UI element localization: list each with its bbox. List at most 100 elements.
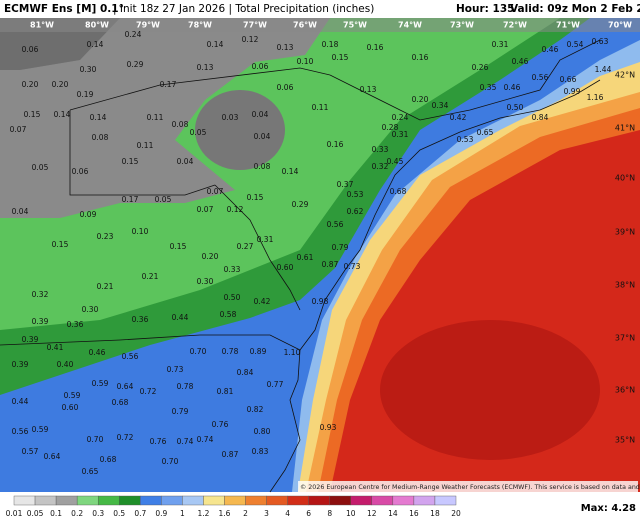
field-darkred <box>380 320 600 460</box>
scale-box <box>34 495 57 506</box>
precip-value: 0.42 <box>450 113 467 122</box>
precip-value: 0.24 <box>392 113 409 122</box>
precip-value: 0.16 <box>412 53 429 62</box>
scale-label: 10 <box>346 509 356 518</box>
scale-box <box>413 495 436 506</box>
precip-value: 0.65 <box>82 467 99 476</box>
precip-value: 0.45 <box>387 157 404 166</box>
scale-box <box>13 495 36 506</box>
precip-value: 1.44 <box>595 65 612 74</box>
precip-value: 0.77 <box>267 380 284 389</box>
scale-label: 8 <box>327 509 332 518</box>
precip-value: 0.76 <box>212 420 229 429</box>
precip-value: 0.37 <box>337 180 354 189</box>
scale-box <box>224 495 246 506</box>
scale-label: 20 <box>451 509 461 518</box>
precip-value: 0.46 <box>89 348 106 357</box>
precip-value: 0.20 <box>22 80 39 89</box>
precip-value: 0.39 <box>22 335 39 344</box>
scale-label: 12 <box>367 509 377 518</box>
scale-label: 4 <box>285 509 290 518</box>
header-info: | Init 18z 27 Jan 2026 | Total Precipita… <box>113 3 374 15</box>
scale-box <box>245 495 267 506</box>
precip-value: 0.79 <box>172 407 189 416</box>
coastline <box>269 349 301 493</box>
precip-value: 0.80 <box>254 427 271 436</box>
precip-value: 0.35 <box>480 83 497 92</box>
lat-label: 37°N <box>615 334 635 343</box>
precip-value: 0.93 <box>320 423 337 432</box>
precip-value: 0.68 <box>112 398 129 407</box>
precip-value: 0.08 <box>92 133 109 142</box>
precip-value: 0.39 <box>32 317 49 326</box>
precip-value: 0.12 <box>227 205 244 214</box>
precip-field <box>0 18 640 492</box>
precip-value: 0.64 <box>117 382 134 391</box>
scale-box <box>287 495 309 506</box>
precip-value: 0.20 <box>412 95 429 104</box>
lon-label: 80°W <box>85 21 109 30</box>
scale-box <box>119 495 141 506</box>
lon-label: 74°W <box>398 21 422 30</box>
precip-value: 0.42 <box>254 297 271 306</box>
precip-value: 0.06 <box>277 83 294 92</box>
precip-value: 0.59 <box>32 425 49 434</box>
precip-value: 0.56 <box>327 220 344 229</box>
precip-value: 0.06 <box>72 167 89 176</box>
precip-value: 0.98 <box>312 297 329 306</box>
precip-value: 0.74 <box>197 435 214 444</box>
precip-value: 0.46 <box>512 57 529 66</box>
precip-value: 0.28 <box>382 123 399 132</box>
precip-value: 0.15 <box>247 193 264 202</box>
precip-value: 0.19 <box>77 90 94 99</box>
scale-label: 1 <box>180 509 185 518</box>
precip-value: 0.06 <box>252 62 269 71</box>
scale-box <box>308 495 330 506</box>
precip-value: 0.78 <box>222 347 239 356</box>
precip-value: 0.13 <box>197 63 214 72</box>
lon-label: 79°W <box>136 21 160 30</box>
borders <box>0 39 601 493</box>
precip-value: 0.31 <box>392 130 409 139</box>
scale-label: 2 <box>243 509 248 518</box>
precip-value: 0.64 <box>44 452 61 461</box>
precip-value: 0.68 <box>390 187 407 196</box>
precip-value: 0.16 <box>367 43 384 52</box>
precip-value: 0.07 <box>207 187 224 196</box>
precip-value: 0.33 <box>224 265 241 274</box>
precip-value: 0.15 <box>52 240 69 249</box>
precip-value: 0.72 <box>117 433 134 442</box>
precip-value: 0.16 <box>327 140 344 149</box>
precip-value: 0.05 <box>155 195 172 204</box>
labels: 81°W 80°W 79°W 78°W 77°W 76°W 75°W 74°W 73°W 72°W… <box>6 21 635 519</box>
precip-value: 0.58 <box>220 310 237 319</box>
lon-label: 72°W <box>503 21 527 30</box>
precip-value: 0.09 <box>80 210 97 219</box>
precip-value: 0.40 <box>57 360 74 369</box>
copyright: © 2026 European Centre for Medium-Range … <box>300 483 640 491</box>
scale-box <box>434 495 457 506</box>
precip-value: 0.03 <box>222 113 239 122</box>
precip-value: 0.62 <box>347 207 364 216</box>
precip-value: 0.14 <box>282 167 299 176</box>
lon-label: 78°W <box>188 21 212 30</box>
precip-value: 0.21 <box>97 282 114 291</box>
coastline <box>299 79 601 351</box>
precip-value: 0.84 <box>532 113 549 122</box>
precip-value: 0.11 <box>137 141 154 150</box>
precip-value: 0.08 <box>254 162 271 171</box>
precip-value: 0.20 <box>52 80 69 89</box>
lat-label: 42°N <box>615 71 635 80</box>
precip-value: 0.53 <box>347 190 364 199</box>
lon-label: 76°W <box>293 21 317 30</box>
copyright-bg <box>298 481 638 492</box>
precip-value: 0.20 <box>202 252 219 261</box>
precip-value: 0.30 <box>82 305 99 314</box>
state-line <box>329 39 601 121</box>
lat-label: 38°N <box>615 281 635 290</box>
scale-label: 0.01 <box>6 509 23 518</box>
precip-value: 0.34 <box>432 101 449 110</box>
lon-label: 77°W <box>243 21 267 30</box>
precip-value: 0.27 <box>237 242 254 251</box>
